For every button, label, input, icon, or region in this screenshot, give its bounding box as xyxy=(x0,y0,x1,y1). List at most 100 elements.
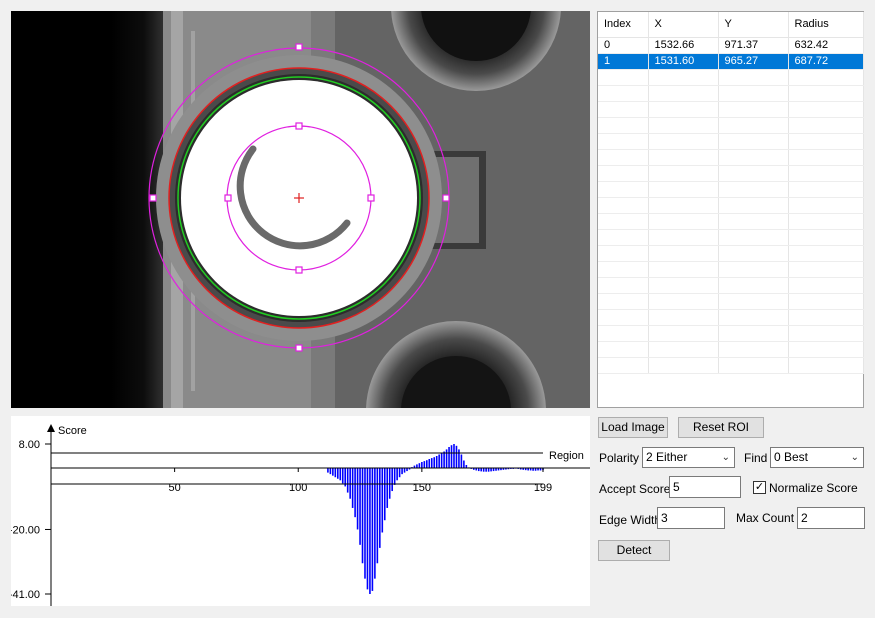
image-viewer[interactable] xyxy=(11,11,590,408)
empty-table-row xyxy=(598,165,864,182)
edge-width-input[interactable]: 3 xyxy=(657,507,725,529)
empty-cell xyxy=(598,357,649,374)
empty-cell xyxy=(648,309,719,326)
empty-table-row xyxy=(598,101,864,118)
x-tick-label: 100 xyxy=(289,482,307,494)
column-header-x[interactable]: X xyxy=(648,12,719,38)
empty-table-row xyxy=(598,357,864,374)
empty-cell xyxy=(598,85,649,102)
chevron-down-icon: ⌄ xyxy=(850,452,859,463)
x-tick-label: 150 xyxy=(413,482,431,494)
empty-cell xyxy=(718,69,789,86)
empty-cell xyxy=(598,325,649,342)
empty-cell xyxy=(718,341,789,358)
empty-cell xyxy=(648,181,719,198)
empty-table-row xyxy=(598,261,864,278)
empty-cell xyxy=(718,213,789,230)
column-header-index[interactable]: Index xyxy=(598,12,649,38)
cell-y: 965.27 xyxy=(718,53,789,70)
empty-cell xyxy=(648,101,719,118)
empty-cell xyxy=(648,213,719,230)
y-axis-arrow-icon xyxy=(47,424,55,432)
column-header-y[interactable]: Y xyxy=(718,12,789,38)
empty-cell xyxy=(788,181,864,198)
empty-cell xyxy=(788,293,864,310)
polarity-label: Polarity xyxy=(599,451,640,465)
empty-cell xyxy=(598,181,649,198)
y-tick-label: -41.00 xyxy=(11,589,40,601)
cell-x: 1531.60 xyxy=(648,53,719,70)
checkmark-icon: ✓ xyxy=(754,481,765,493)
empty-table-row xyxy=(598,197,864,214)
inspection-image[interactable] xyxy=(11,11,590,408)
empty-cell xyxy=(718,197,789,214)
empty-cell xyxy=(788,245,864,262)
empty-cell xyxy=(788,277,864,294)
empty-cell xyxy=(788,117,864,134)
empty-cell xyxy=(598,101,649,118)
empty-table-row xyxy=(598,85,864,102)
find-select[interactable]: 0 Best ⌄ xyxy=(770,447,864,468)
column-header-radius[interactable]: Radius xyxy=(788,12,864,38)
empty-cell xyxy=(648,69,719,86)
empty-cell xyxy=(788,261,864,278)
y-tick-label: -20.00 xyxy=(11,524,40,536)
empty-cell xyxy=(788,165,864,182)
table-row[interactable]: 0 1532.66 971.37 632.42 xyxy=(598,37,864,54)
normalize-score-label: Normalize Score xyxy=(769,481,858,495)
empty-cell xyxy=(718,309,789,326)
table-row-selected[interactable]: 1 1531.60 965.27 687.72 xyxy=(598,53,864,70)
empty-table-row xyxy=(598,341,864,358)
edge-width-label: Edge Width xyxy=(599,513,662,527)
empty-table-row xyxy=(598,69,864,86)
chevron-down-icon: ⌄ xyxy=(721,452,730,463)
y-axis-label: Score xyxy=(58,425,87,437)
empty-cell xyxy=(598,165,649,182)
empty-cell xyxy=(598,229,649,246)
empty-cell xyxy=(598,149,649,166)
empty-table-row xyxy=(598,229,864,246)
accept-score-input[interactable]: 5 xyxy=(669,476,741,498)
empty-cell xyxy=(598,117,649,134)
reset-roi-button[interactable]: Reset ROI xyxy=(678,417,764,438)
detect-button[interactable]: Detect xyxy=(598,540,670,561)
empty-cell xyxy=(648,165,719,182)
empty-cell xyxy=(598,261,649,278)
cell-radius: 687.72 xyxy=(788,53,864,70)
empty-cell xyxy=(598,309,649,326)
empty-cell xyxy=(718,245,789,262)
max-count-input[interactable]: 2 xyxy=(797,507,865,529)
crosshair-icon xyxy=(294,193,304,203)
cell-radius: 632.42 xyxy=(788,37,864,54)
empty-cell xyxy=(788,85,864,102)
x-axis-label: Region xyxy=(549,450,584,462)
empty-table-row xyxy=(598,293,864,310)
empty-cell xyxy=(788,213,864,230)
load-image-button[interactable]: Load Image xyxy=(598,417,668,438)
find-value: 0 Best xyxy=(774,450,809,464)
cell-index: 0 xyxy=(598,37,649,54)
empty-cell xyxy=(718,165,789,182)
find-label: Find xyxy=(744,451,768,465)
empty-cell xyxy=(718,229,789,246)
empty-cell xyxy=(788,229,864,246)
cell-x: 1532.66 xyxy=(648,37,719,54)
empty-cell xyxy=(788,101,864,118)
empty-cell xyxy=(648,325,719,342)
normalize-score-checkbox[interactable]: ✓ xyxy=(753,481,766,494)
empty-cell xyxy=(598,245,649,262)
empty-cell xyxy=(718,325,789,342)
empty-cell xyxy=(648,133,719,150)
empty-cell xyxy=(718,277,789,294)
empty-cell xyxy=(598,341,649,358)
empty-cell xyxy=(718,181,789,198)
empty-cell xyxy=(648,293,719,310)
empty-cell xyxy=(788,69,864,86)
empty-cell xyxy=(788,149,864,166)
polarity-select[interactable]: 2 Either ⌄ xyxy=(642,447,735,468)
empty-cell xyxy=(648,197,719,214)
results-table[interactable]: Index X Y Radius 0 1532.66 971.37 632.42… xyxy=(597,11,864,408)
empty-table-row xyxy=(598,149,864,166)
empty-table-row xyxy=(598,245,864,262)
score-chart: 50 100 150 199 8.00 -20.00 -41.00 Score Regio… xyxy=(9,424,590,606)
